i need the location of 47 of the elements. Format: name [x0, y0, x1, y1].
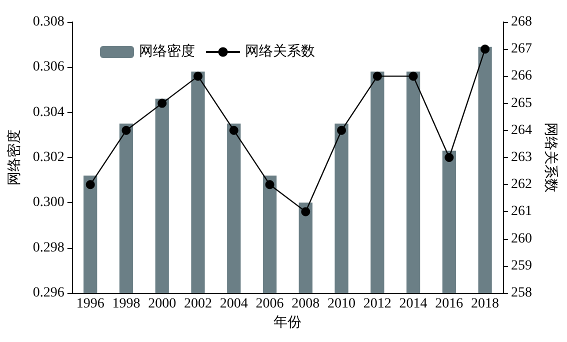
y2-tick-label: 259	[511, 258, 532, 274]
y2-tick-label: 261	[511, 204, 532, 220]
point	[122, 126, 131, 135]
x-tick-label: 2000	[148, 296, 176, 312]
point	[372, 72, 382, 81]
x-axis-title: 年份	[274, 314, 302, 330]
y-tick-label: 0.308	[32, 14, 64, 30]
legend-label: 网络密度	[139, 44, 195, 60]
y2-tick-label: 264	[511, 122, 532, 138]
y2-axis-title: 网络关系数	[542, 122, 558, 192]
point	[337, 126, 346, 135]
y-tick-label: 0.302	[32, 150, 64, 165]
legend-label: 网络关系数	[245, 44, 315, 60]
point	[480, 44, 490, 54]
x-tick-label: 2010	[328, 296, 356, 312]
y-tick-label: 0.306	[32, 60, 64, 75]
x-tick-label: 2008	[292, 296, 320, 312]
x-tick-label: 1998	[112, 296, 140, 312]
x-tick-label: 1996	[76, 296, 104, 312]
x-tick-label: 2002	[184, 296, 212, 312]
point	[265, 180, 274, 190]
y2-tick-label: 262	[511, 177, 532, 192]
point	[408, 72, 418, 81]
point	[444, 153, 454, 162]
x-tick-label: 2006	[256, 296, 284, 312]
y-axis-title: 网络密度	[6, 130, 22, 186]
x-tick-label: 2004	[220, 296, 248, 312]
point	[229, 126, 238, 135]
y2-tick-label: 263	[511, 150, 532, 165]
y2-tick-label: 266	[511, 68, 532, 84]
point	[158, 98, 167, 108]
x-tick-label: 2012	[363, 296, 392, 312]
y2-tick-label: 265	[511, 96, 532, 111]
point	[86, 180, 95, 190]
y-tick-label: 0.298	[32, 240, 64, 256]
y-tick-label: 0.296	[32, 286, 64, 300]
x-tick-label: 2014	[399, 296, 428, 312]
point	[301, 207, 310, 216]
y-tick-label: 0.304	[32, 104, 64, 120]
y2-tick-label: 260	[511, 231, 532, 246]
y-tick-label: 0.300	[32, 195, 64, 210]
point	[194, 72, 202, 81]
x-tick-label: 2016	[435, 296, 464, 312]
x-tick-label: 2018	[471, 296, 500, 312]
y2-tick-label: 268	[511, 14, 532, 30]
y2-tick-label: 267	[511, 42, 532, 57]
y2-tick-label: 258	[511, 286, 532, 300]
